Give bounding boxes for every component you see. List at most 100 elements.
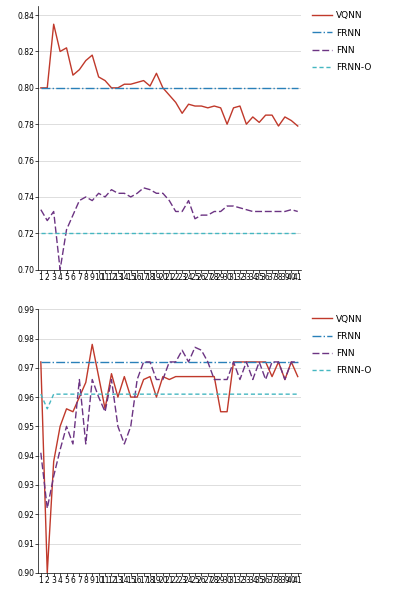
- FRNN: [218, 358, 223, 365]
- FNN: [122, 190, 127, 197]
- FRNN: [173, 358, 178, 365]
- FRNN: [109, 84, 114, 92]
- FRNN-O: [122, 391, 127, 398]
- FNN: [237, 204, 242, 212]
- Legend: VQNN, FRNN, FNN, FRNN-O: VQNN, FRNN, FNN, FRNN-O: [311, 314, 372, 376]
- FRNN-O: [122, 230, 127, 237]
- FRNN-O: [212, 391, 217, 398]
- FNN: [257, 358, 262, 365]
- FNN: [250, 208, 255, 215]
- FRNN: [199, 358, 204, 365]
- FRNN-O: [205, 230, 210, 237]
- FNN: [90, 376, 95, 383]
- FNN: [38, 449, 43, 456]
- FRNN-O: [244, 391, 249, 398]
- FRNN: [250, 84, 255, 92]
- FNN: [289, 358, 294, 365]
- FNN: [199, 347, 204, 354]
- FRNN: [148, 358, 153, 365]
- FNN: [83, 440, 88, 447]
- FRNN: [205, 84, 210, 92]
- FRNN-O: [173, 230, 178, 237]
- FNN: [102, 408, 107, 415]
- VQNN: [276, 122, 281, 130]
- FRNN-O: [218, 391, 223, 398]
- FRNN-O: [231, 230, 236, 237]
- VQNN: [83, 57, 88, 64]
- VQNN: [148, 373, 153, 380]
- FRNN-O: [180, 230, 185, 237]
- VQNN: [199, 103, 204, 110]
- FNN: [276, 358, 281, 365]
- VQNN: [122, 81, 127, 88]
- FNN: [276, 208, 281, 215]
- FNN: [205, 358, 210, 365]
- FRNN-O: [77, 230, 82, 237]
- VQNN: [64, 44, 69, 51]
- FNN: [263, 208, 268, 215]
- FRNN-O: [186, 391, 191, 398]
- VQNN: [192, 373, 197, 380]
- FNN: [257, 208, 262, 215]
- FRNN-O: [141, 391, 146, 398]
- FNN: [45, 217, 50, 224]
- VQNN: [276, 358, 281, 365]
- FRNN-O: [186, 230, 191, 237]
- VQNN: [237, 103, 242, 110]
- FNN: [51, 473, 56, 480]
- VQNN: [96, 373, 101, 380]
- FNN: [122, 440, 127, 447]
- FRNN: [45, 358, 50, 365]
- FRNN-O: [64, 230, 69, 237]
- FRNN: [135, 358, 140, 365]
- FRNN: [180, 358, 185, 365]
- FRNN: [237, 358, 242, 365]
- FRNN-O: [180, 391, 185, 398]
- FRNN: [186, 358, 191, 365]
- FRNN: [276, 358, 281, 365]
- VQNN: [90, 51, 95, 58]
- FRNN: [283, 358, 288, 365]
- FRNN: [71, 358, 76, 365]
- FRNN: [250, 358, 255, 365]
- VQNN: [250, 358, 255, 365]
- FRNN: [115, 358, 120, 365]
- FRNN-O: [263, 230, 268, 237]
- FRNN-O: [237, 230, 242, 237]
- VQNN: [45, 84, 50, 92]
- FNN: [186, 197, 191, 204]
- FNN: [212, 208, 217, 215]
- FRNN-O: [257, 230, 262, 237]
- VQNN: [45, 569, 50, 576]
- VQNN: [38, 358, 43, 365]
- FRNN: [64, 358, 69, 365]
- FRNN-O: [161, 391, 166, 398]
- FRNN-O: [109, 230, 114, 237]
- FNN: [148, 358, 153, 365]
- VQNN: [154, 70, 159, 77]
- FNN: [141, 358, 146, 365]
- FRNN-O: [96, 230, 101, 237]
- FRNN: [295, 84, 300, 92]
- FRNN-O: [263, 391, 268, 398]
- VQNN: [218, 408, 223, 415]
- FRNN-O: [173, 391, 178, 398]
- VQNN: [237, 358, 242, 365]
- FNN: [115, 423, 120, 430]
- FNN: [71, 440, 76, 447]
- FNN: [180, 208, 185, 215]
- FRNN: [186, 84, 191, 92]
- FRNN: [128, 84, 133, 92]
- FNN: [58, 446, 63, 453]
- FRNN-O: [135, 230, 140, 237]
- FRNN: [154, 84, 159, 92]
- FNN: [135, 376, 140, 383]
- VQNN: [263, 112, 268, 119]
- FRNN: [96, 84, 101, 92]
- FRNN: [38, 84, 43, 92]
- VQNN: [90, 341, 95, 348]
- FRNN: [141, 84, 146, 92]
- FRNN-O: [115, 230, 120, 237]
- FNN: [154, 190, 159, 197]
- FRNN: [192, 358, 197, 365]
